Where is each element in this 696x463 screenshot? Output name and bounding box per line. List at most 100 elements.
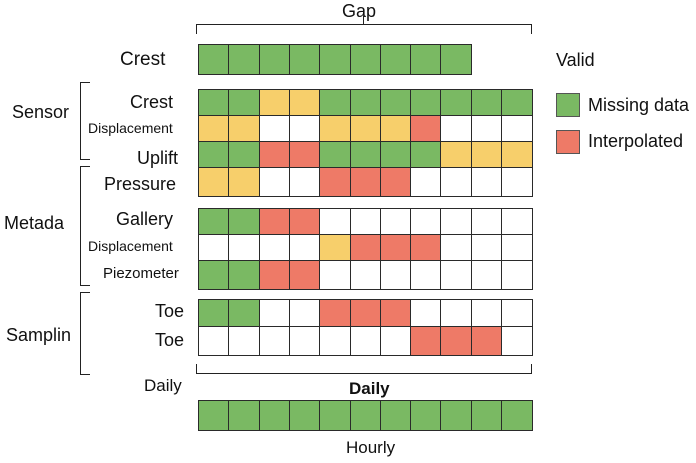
grid-cell — [349, 400, 382, 431]
grid-cell — [440, 299, 473, 329]
grid-cell — [319, 299, 351, 329]
grid-cell — [349, 208, 382, 238]
grid-cell — [349, 326, 382, 356]
row-label-displacement-2: Displacement — [88, 238, 173, 254]
grid-cell — [198, 260, 230, 290]
grid-cell — [379, 115, 412, 145]
sampling-bracket — [80, 292, 90, 375]
grid-cell — [198, 44, 230, 75]
grid-cell — [501, 208, 533, 238]
top-brace-tick — [363, 16, 364, 25]
grid-cell — [501, 115, 533, 145]
grid-cell — [440, 326, 473, 356]
legend-swatch-interpolated — [556, 130, 580, 154]
grid-cell — [349, 260, 382, 290]
grid-cell — [440, 44, 473, 75]
grid-cell — [410, 44, 442, 75]
grid-cell — [198, 400, 230, 431]
grid-cell — [288, 326, 321, 356]
grid-cell — [440, 400, 473, 431]
grid-cell — [319, 167, 351, 197]
grid-cell — [228, 234, 261, 264]
grid-cell — [440, 115, 473, 145]
grid-cell — [288, 115, 321, 145]
row-label-crest: Crest — [130, 92, 174, 112]
grid-cell — [470, 326, 503, 356]
bottom-mid-label: Daily — [349, 379, 390, 398]
grid-cell — [470, 234, 503, 264]
grid-cell — [228, 208, 261, 238]
grid-cell — [501, 167, 533, 197]
grid-cell — [349, 44, 382, 75]
grid-cell — [288, 299, 321, 329]
grid-cell — [319, 44, 351, 75]
grid-cell — [258, 44, 291, 75]
grid-cell — [470, 167, 503, 197]
grid-cell — [379, 400, 412, 431]
grid-cell — [501, 326, 533, 356]
grid-cell — [379, 260, 412, 290]
grid-cell — [440, 167, 473, 197]
grid-cell — [228, 400, 261, 431]
row-label-uplift: Uplift — [137, 148, 179, 168]
grid-cell — [258, 400, 291, 431]
grid-cell — [288, 44, 321, 75]
bottom-label: Hourly — [346, 438, 396, 457]
grid-cell — [379, 44, 412, 75]
grid-cell — [228, 299, 261, 329]
grid-cell — [258, 326, 291, 356]
grid-cell — [288, 400, 321, 431]
row-label-piezometer: Piezometer — [103, 265, 179, 282]
grid-cell — [288, 167, 321, 197]
grid-cell — [198, 167, 230, 197]
grid-cell — [470, 400, 503, 431]
grid-cell — [470, 299, 503, 329]
sensor-bracket — [80, 82, 90, 160]
bottom-left-label: Daily — [144, 376, 182, 395]
metadata-bracket — [80, 166, 90, 286]
row-label-toe: Toe — [155, 301, 185, 321]
grid-cell — [410, 260, 442, 290]
grid-cell — [410, 299, 442, 329]
legend-label-interpolated: Interpolated — [588, 131, 684, 151]
grid-cell — [410, 208, 442, 238]
row-label-toe-2: Toe — [155, 330, 185, 350]
grid-cell — [258, 299, 291, 329]
group-label-sampling: Samplin — [6, 325, 72, 345]
grid-cell — [288, 234, 321, 264]
row-label-gallery: Gallery — [116, 209, 174, 229]
row-label-displacement: Displacement — [88, 120, 173, 136]
grid-cell — [501, 260, 533, 290]
grid-cell — [258, 260, 291, 290]
grid-cell — [470, 260, 503, 290]
grid-cell — [198, 299, 230, 329]
grid-cell — [379, 167, 412, 197]
grid-cell — [198, 208, 230, 238]
grid-cell — [410, 326, 442, 356]
grid-cell — [349, 167, 382, 197]
grid-cell — [228, 326, 261, 356]
grid-cell — [379, 326, 412, 356]
row-label-pressure: Pressure — [104, 174, 177, 194]
grid-cell — [228, 44, 261, 75]
grid-cell — [440, 260, 473, 290]
grid-cell — [319, 400, 351, 431]
grid-cell — [410, 400, 442, 431]
grid-cell — [501, 299, 533, 329]
legend-title: Valid — [556, 50, 595, 70]
grid-cell — [379, 299, 412, 329]
grid-cell — [349, 299, 382, 329]
group-label-metadata: Metada — [4, 213, 65, 233]
grid-cell — [288, 260, 321, 290]
bottom-brace — [196, 364, 532, 374]
legend-swatch-missing-data — [556, 93, 580, 117]
grid-cell — [228, 260, 261, 290]
row-label-crest-top: Crest — [120, 49, 166, 70]
grid-cell — [258, 167, 291, 197]
grid-cell — [319, 326, 351, 356]
grid-cell — [228, 167, 261, 197]
legend-label-missing-data: Missing data — [588, 95, 690, 115]
top-label: Gap — [342, 1, 377, 21]
top-brace — [196, 24, 532, 34]
